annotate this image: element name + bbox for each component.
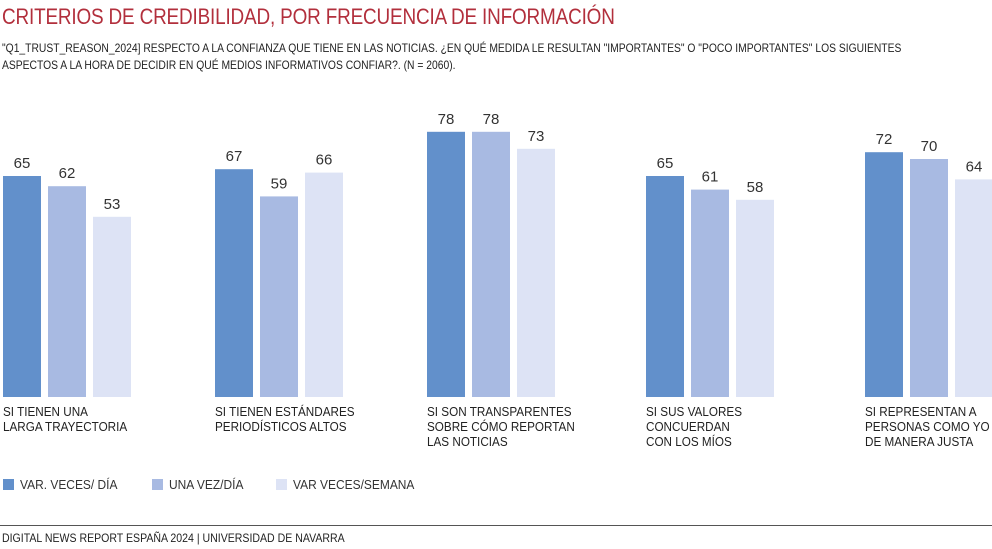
legend-item: UNA VEZ/DÍA	[151, 477, 250, 492]
category-label: SI TIENEN ESTÁNDARES PERIODÍSTICOS ALTOS	[215, 404, 355, 434]
category-label: SI SUS VALORES CONCUERDAN CON LOS MÍOS	[646, 404, 742, 449]
bar	[305, 172, 343, 397]
legend-label: VAR. VECES/ DÍA	[20, 477, 118, 492]
data-label: 61	[702, 169, 719, 186]
category-label-line: CON LOS MÍOS	[646, 434, 732, 449]
legend: VAR. VECES/ DÍA UNA VEZ/DÍA VAR VECES/SE…	[3, 477, 451, 492]
data-label: 78	[438, 111, 455, 128]
category-label: SI TIENEN UNA LARGA TRAYECTORIA	[3, 404, 127, 434]
bar	[48, 186, 86, 397]
bar-chart: 65 62 53 67 59 66 78 78 73 65 61 58 72 70 64	[3, 111, 992, 398]
legend-swatch	[275, 479, 287, 490]
bar	[736, 199, 774, 397]
legend-label: UNA VEZ/DÍA	[168, 477, 244, 492]
data-label: 53	[104, 196, 121, 213]
legend-swatch	[3, 479, 14, 490]
category-label-line: LARGA TRAYECTORIA	[3, 419, 128, 434]
bar	[910, 159, 948, 397]
category-label-line: PERSONAS COMO YO	[865, 419, 990, 434]
subtitle-line: "Q1_TRUST_REASON_2024] RESPECTO A LA CON…	[2, 41, 902, 55]
legend-item: VAR. VECES/ DÍA	[3, 477, 126, 492]
data-label: 65	[657, 155, 674, 172]
category-label: SI SON TRANSPARENTES SOBRE CÓMO REPORTAN L…	[427, 404, 575, 449]
bar	[260, 196, 298, 397]
data-label: 70	[921, 138, 938, 155]
bar	[3, 176, 41, 397]
data-label: 64	[966, 158, 983, 175]
bar	[472, 131, 510, 398]
data-label: 66	[316, 152, 333, 169]
data-label: 73	[528, 128, 545, 145]
category-label-line: SI TIENEN ESTÁNDARES	[215, 404, 355, 419]
category-label-line: SI SUS VALORES	[646, 404, 743, 419]
data-label: 62	[59, 165, 76, 182]
footer-source: DIGITAL NEWS REPORT ESPAÑA 2024 | UNIVER…	[2, 531, 345, 545]
chart-title: CRITERIOS DE CREDIBILIDAD, POR FRECUENCI…	[2, 4, 615, 29]
bar	[955, 179, 992, 397]
legend-item: VAR VECES/SEMANA	[275, 477, 425, 492]
footer-divider	[0, 525, 992, 526]
legend-swatch	[151, 479, 163, 490]
data-label: 72	[876, 131, 893, 148]
chart-subtitle: "Q1_TRUST_REASON_2024] RESPECTO A LA CON…	[2, 40, 901, 74]
category-label-line: LAS NOTICIAS	[427, 434, 508, 449]
category-label-line: PERIODÍSTICOS ALTOS	[215, 419, 347, 434]
bar	[865, 152, 903, 397]
bar	[691, 189, 729, 397]
bar	[215, 169, 253, 397]
data-label: 67	[226, 148, 243, 165]
category-label-line: DE MANERA JUSTA	[865, 434, 974, 449]
data-label: 58	[747, 179, 764, 196]
bar	[427, 131, 465, 398]
data-label: 65	[14, 155, 31, 172]
bar	[517, 148, 555, 397]
subtitle-line: ASPECTOS A LA HORA DE DECIDIR EN QUÉ MED…	[2, 58, 456, 72]
data-label: 78	[483, 111, 500, 128]
legend-label: VAR VECES/SEMANA	[292, 477, 415, 492]
category-label-line: SOBRE CÓMO REPORTAN	[427, 419, 575, 434]
category-label-line: SI REPRESENTAN A	[865, 404, 977, 419]
bar	[93, 216, 131, 397]
category-label: SI REPRESENTAN A PERSONAS COMO YO DE MANER…	[865, 404, 990, 449]
bar	[646, 176, 684, 397]
category-label-line: SI SON TRANSPARENTES	[427, 404, 572, 419]
data-label: 59	[271, 175, 288, 192]
category-label-line: SI TIENEN UNA	[3, 404, 88, 419]
category-label-line: CONCUERDAN	[646, 419, 730, 434]
